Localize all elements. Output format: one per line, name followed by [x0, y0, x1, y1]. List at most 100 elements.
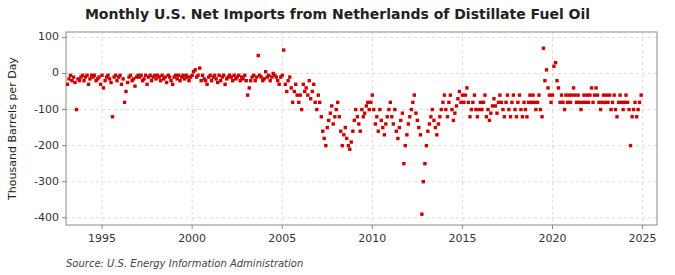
point	[121, 77, 124, 80]
plot-area	[66, 32, 657, 225]
point	[539, 108, 542, 111]
point	[504, 101, 507, 104]
point	[591, 101, 594, 104]
point	[108, 77, 111, 80]
point	[85, 74, 88, 77]
point	[429, 115, 432, 118]
point	[498, 93, 501, 96]
point	[383, 133, 386, 136]
point	[190, 74, 193, 77]
point	[333, 115, 336, 118]
point	[326, 126, 329, 129]
point	[456, 97, 459, 100]
point	[285, 90, 288, 93]
grid	[66, 32, 657, 225]
point	[219, 79, 222, 82]
point	[461, 93, 464, 96]
point	[368, 108, 371, 111]
point	[635, 115, 638, 118]
point	[449, 93, 452, 96]
chart-container: -400-300-200-100010019952000200520102015…	[0, 0, 675, 275]
point	[599, 108, 602, 111]
point	[308, 79, 311, 82]
point	[312, 83, 315, 86]
point	[115, 79, 118, 82]
point	[99, 83, 102, 86]
point	[614, 108, 617, 111]
point	[386, 115, 389, 118]
point	[294, 83, 297, 86]
plot-frame	[66, 32, 657, 225]
point	[168, 75, 171, 78]
point	[69, 74, 72, 77]
y-tick	[62, 217, 66, 218]
point	[494, 104, 497, 107]
point	[444, 108, 447, 111]
point	[578, 101, 581, 104]
point	[443, 93, 446, 96]
point	[66, 83, 69, 86]
point	[609, 108, 612, 111]
point	[241, 77, 244, 80]
x-tick-label: 2020	[538, 232, 566, 245]
point	[73, 81, 76, 84]
y-tick-label: -200	[34, 139, 59, 152]
point	[321, 130, 324, 133]
point	[380, 119, 383, 122]
point	[399, 119, 402, 122]
point	[341, 144, 344, 147]
point	[311, 90, 314, 93]
point	[479, 101, 482, 104]
point	[150, 79, 153, 82]
point	[75, 108, 78, 111]
point	[267, 74, 270, 77]
y-tick-label: -300	[34, 175, 59, 188]
point	[323, 137, 326, 140]
point	[618, 93, 621, 96]
point	[249, 79, 252, 82]
point	[579, 108, 582, 111]
point	[573, 93, 576, 96]
point	[365, 104, 368, 107]
point	[366, 101, 369, 104]
point	[204, 79, 207, 82]
x-tick	[642, 225, 643, 229]
point	[551, 93, 554, 96]
point	[426, 130, 429, 133]
point	[165, 81, 168, 84]
point	[313, 101, 316, 104]
point	[572, 86, 575, 89]
point	[500, 101, 503, 104]
y-tick	[62, 37, 66, 38]
y-grid-line	[66, 37, 657, 38]
point	[611, 101, 614, 104]
point	[290, 86, 293, 89]
point	[464, 93, 467, 96]
point	[497, 101, 500, 104]
point	[626, 101, 629, 104]
point	[293, 90, 296, 93]
point	[282, 48, 285, 51]
point	[537, 93, 540, 96]
point	[447, 101, 450, 104]
point	[139, 74, 142, 77]
point	[213, 74, 216, 77]
y-tick-label: 0	[52, 66, 59, 79]
point	[186, 75, 189, 78]
point	[244, 79, 247, 82]
point	[286, 79, 289, 82]
point	[268, 79, 271, 82]
point	[606, 101, 609, 104]
point	[381, 126, 384, 129]
point	[432, 119, 435, 122]
point	[564, 93, 567, 96]
point	[336, 101, 339, 104]
x-tick-label: 1995	[88, 232, 116, 245]
point	[338, 115, 341, 118]
point	[627, 108, 630, 111]
x-tick	[192, 225, 193, 229]
x-tick-label: 2015	[448, 232, 476, 245]
point	[519, 108, 522, 111]
point	[344, 126, 347, 129]
y-tick-label: -100	[34, 103, 59, 116]
